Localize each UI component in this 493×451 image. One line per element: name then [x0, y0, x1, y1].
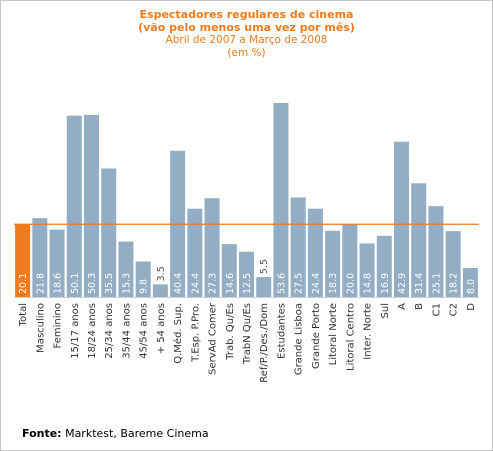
source-label: Fonte: [22, 427, 62, 440]
bar-1 [32, 218, 48, 297]
value-label-26: 8.0 [466, 279, 477, 294]
category-label-12: Trab. Qu/Es [225, 303, 236, 361]
value-label-22: 42.9 [397, 273, 408, 294]
value-label-7: 9.8 [139, 279, 150, 294]
bar-7 [135, 261, 151, 297]
bar-22 [394, 141, 409, 297]
category-label-20: Inter. Norte [363, 303, 374, 360]
chart-title-block: Espectadores regulares de cinema (vão pe… [0, 8, 493, 60]
value-label-6: 15.3 [121, 273, 132, 294]
bar-14 [256, 277, 272, 297]
value-label-17: 24.4 [311, 273, 322, 294]
bar-18 [325, 230, 341, 297]
category-label-13: TrabN Qu/Es [242, 303, 253, 365]
category-label-1: Masculino [35, 303, 46, 353]
value-label-5: 35.5 [104, 273, 115, 294]
chart-unit: (em %) [227, 47, 266, 59]
bar-19 [342, 224, 358, 297]
bar-24 [428, 206, 444, 297]
value-label-21: 16.9 [380, 273, 391, 294]
category-label-22: A [397, 303, 408, 310]
category-label-3: 15/17 anos [70, 303, 81, 359]
value-label-11: 27.3 [208, 273, 219, 294]
bar-20 [359, 243, 375, 297]
bar-11 [204, 198, 220, 297]
category-label-4: 18/24 anos [87, 303, 98, 359]
bar-4 [84, 114, 99, 297]
bar-6 [118, 241, 134, 297]
value-label-2: 18.6 [53, 273, 64, 294]
category-label-8: + 54 anos [156, 303, 167, 354]
bar-2 [49, 229, 65, 297]
category-label-0: Total [18, 303, 29, 327]
bar-26 [462, 268, 478, 297]
category-label-15: Estudantes [276, 303, 287, 359]
category-label-10: T.Esp. P.Pro. [190, 303, 201, 363]
bar-0 [15, 224, 31, 297]
value-label-13: 12.5 [242, 273, 253, 294]
category-label-9: Q.Méd. Sup. [172, 303, 184, 364]
category-label-11: ServAd Comer [208, 302, 219, 375]
bar-23 [411, 183, 427, 297]
value-label-10: 24.4 [190, 273, 201, 294]
value-label-18: 18.3 [328, 273, 339, 294]
category-label-14: Ref/P./Des./Dom [259, 303, 270, 383]
category-label-5: 25/34 anos [104, 303, 115, 359]
category-label-19: Litoral Centro [345, 303, 356, 371]
value-label-16: 27.5 [294, 273, 305, 294]
category-label-24: C1 [431, 303, 442, 316]
value-label-19: 20.0 [345, 273, 356, 294]
value-label-14: 5.5 [259, 259, 270, 274]
category-label-21: Sul [380, 303, 391, 318]
category-label-18: Litoral Norte [328, 303, 339, 365]
value-label-23: 31.4 [414, 273, 425, 294]
value-label-4: 50.3 [87, 273, 98, 294]
category-label-2: Feminino [53, 303, 64, 348]
value-label-1: 21.8 [35, 273, 46, 294]
value-label-12: 14.6 [225, 273, 236, 294]
value-label-25: 18.2 [449, 273, 460, 294]
bar-21 [376, 235, 392, 297]
value-label-0: 20.1 [18, 273, 29, 294]
category-label-7: 45/54 anos [139, 303, 150, 359]
category-label-23: B [414, 303, 425, 310]
chart-title: Espectadores regulares de cinema [139, 8, 354, 21]
category-label-17: Grande Porto [311, 303, 322, 369]
category-label-26: D [466, 303, 477, 311]
category-label-16: Grande Lisboa [294, 303, 305, 375]
source-text: Marktest, Bareme Cinema [65, 427, 209, 440]
value-label-24: 25.1 [431, 273, 442, 294]
bar-10 [187, 208, 203, 297]
bar-5 [101, 168, 117, 297]
value-label-8: 3.5 [156, 266, 167, 281]
bar-17 [307, 208, 323, 297]
bar-15 [273, 102, 289, 297]
bar-3 [66, 115, 82, 297]
value-label-3: 50.1 [70, 273, 81, 294]
chart-subtitle: (vão pelo menos uma vez por mês) [138, 21, 355, 34]
value-label-20: 14.8 [363, 273, 374, 294]
category-label-6: 35/44 anos [121, 303, 132, 359]
category-label-25: C2 [449, 303, 460, 316]
bar-16 [290, 197, 306, 297]
bar-8 [152, 284, 168, 297]
value-label-15: 53.6 [276, 273, 287, 294]
value-label-9: 40.4 [173, 273, 184, 294]
bar-12 [221, 244, 237, 297]
chart-period: Abril de 2007 a Março de 2008 [165, 34, 328, 46]
bar-25 [445, 231, 461, 297]
source-note: Fonte: Marktest, Bareme Cinema [22, 427, 209, 440]
bar-13 [239, 251, 254, 297]
